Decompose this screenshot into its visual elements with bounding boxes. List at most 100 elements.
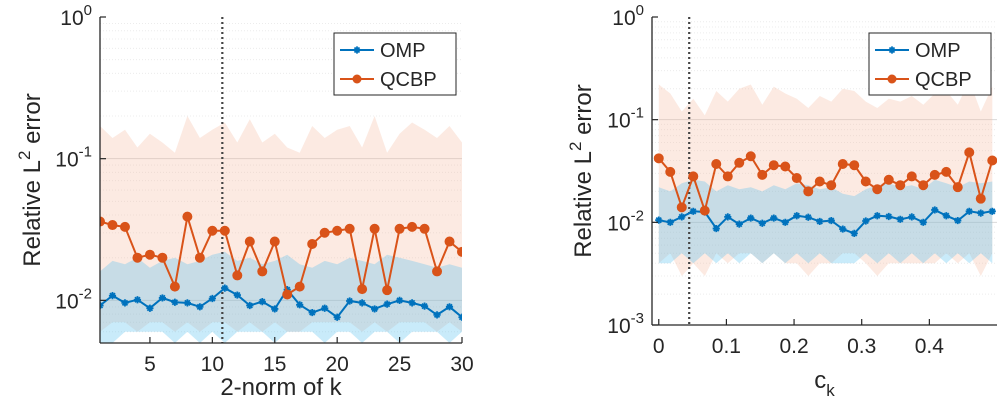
qcbp-point (357, 284, 368, 295)
qcbp-point (444, 236, 455, 247)
omp-point (896, 215, 904, 223)
omp-point (445, 303, 454, 311)
x-tick-label: 5 (144, 353, 156, 376)
qcbp-point (653, 153, 664, 164)
x-tick-label: 0.1 (712, 335, 741, 358)
omp-point (770, 214, 778, 222)
qcbp-point (369, 223, 380, 234)
x-tick-label: 0.3 (847, 335, 876, 358)
legend-omp-label: OMP (915, 40, 961, 62)
qcbp-point (107, 220, 118, 231)
x-tick-label: 0.2 (779, 335, 808, 358)
qcbp-point (457, 246, 462, 257)
omp-point (712, 224, 720, 233)
omp-point (358, 299, 366, 307)
omp-point (965, 207, 973, 215)
omp-point (121, 299, 129, 307)
y-tick-label: 10-1 (607, 105, 644, 133)
qcbp-point (294, 281, 305, 292)
qcbp-point (941, 166, 952, 177)
omp-point (781, 218, 789, 226)
qcbp-point (814, 176, 825, 187)
legend-qcbp-label: QCBP (380, 69, 437, 91)
omp-point (346, 297, 354, 305)
x-tick-label: 25 (388, 353, 411, 376)
qcbp-point (232, 270, 243, 281)
omp-point (758, 219, 766, 227)
omp-point (308, 308, 316, 317)
x-tick-label: 30 (450, 353, 473, 376)
legend-omp-marker (888, 46, 896, 54)
legend-omp-marker (353, 46, 361, 54)
qcbp-point (665, 166, 676, 177)
legend-qcbp-marker (887, 74, 897, 84)
y-tick-label: 10-2 (55, 285, 92, 313)
y-tick-label: 100 (60, 2, 92, 30)
qcbp-point (722, 171, 733, 182)
omp-point (747, 214, 755, 222)
omp-point (395, 296, 404, 304)
qcbp-point (872, 184, 883, 195)
omp-point (408, 299, 416, 307)
omp-point (383, 300, 391, 308)
omp-point (689, 207, 697, 215)
qcbp-point (269, 236, 280, 247)
omp-point (735, 220, 743, 228)
omp-point (931, 206, 939, 214)
qcbp-point (100, 216, 105, 227)
panel-2: 0 0.1 0.2 0.3 0.4 10-3 10-2 10-1 100 Relative L2 … (566, 2, 997, 400)
x-tick-label: 0.4 (915, 335, 945, 358)
qcbp-point (826, 180, 837, 191)
omp-point (146, 304, 154, 312)
qcbp-point (883, 174, 894, 185)
qcbp-point (918, 180, 929, 191)
legend: OMP QCBP (868, 32, 992, 96)
omp-point (296, 301, 304, 309)
qcbp-point (803, 186, 814, 197)
y-tick-label: 100 (612, 2, 644, 30)
y-tick-label: 10-1 (55, 144, 92, 172)
qcbp-point (344, 223, 355, 234)
omp-point (655, 216, 663, 224)
omp-point (258, 297, 266, 306)
omp-point (246, 301, 254, 310)
omp-point (839, 225, 847, 233)
omp-point (333, 313, 341, 321)
qcbp-point (432, 266, 443, 277)
omp-point (196, 303, 204, 311)
omp-point (724, 213, 732, 221)
omp-point (942, 212, 950, 220)
qcbp-point (307, 238, 318, 249)
x-tick-label: 10 (201, 353, 224, 376)
x-axis-label: 2-norm of k (220, 374, 342, 401)
omp-point (793, 212, 801, 220)
qcbp-point (132, 252, 143, 263)
omp-point (827, 216, 835, 225)
qcbp-point (282, 289, 293, 300)
plot-area (653, 17, 997, 325)
qcbp-point (906, 171, 917, 182)
qcbp-point (319, 227, 330, 238)
qcbp-point (745, 151, 756, 162)
qcbp-point (975, 193, 986, 204)
qcbp-point (768, 160, 779, 171)
qcbp-point (257, 266, 268, 277)
omp-point (908, 213, 916, 221)
legend-qcbp-label: QCBP (915, 69, 972, 91)
omp-point (183, 299, 191, 307)
qcbp-point (419, 223, 430, 234)
plot-area (100, 17, 462, 343)
x-axis-label: ck (814, 367, 835, 400)
qcbp-point (194, 252, 205, 263)
omp-point (133, 296, 142, 304)
qcbp-point (219, 225, 230, 236)
omp-point (678, 213, 686, 221)
omp-point (371, 305, 379, 313)
x-tick-label: 20 (325, 353, 348, 376)
qcbp-point (244, 236, 255, 247)
omp-point (919, 218, 927, 226)
qcbp-point (929, 169, 940, 180)
grid-lines (652, 21, 997, 326)
omp-point (954, 216, 962, 225)
omp-point (816, 217, 824, 226)
